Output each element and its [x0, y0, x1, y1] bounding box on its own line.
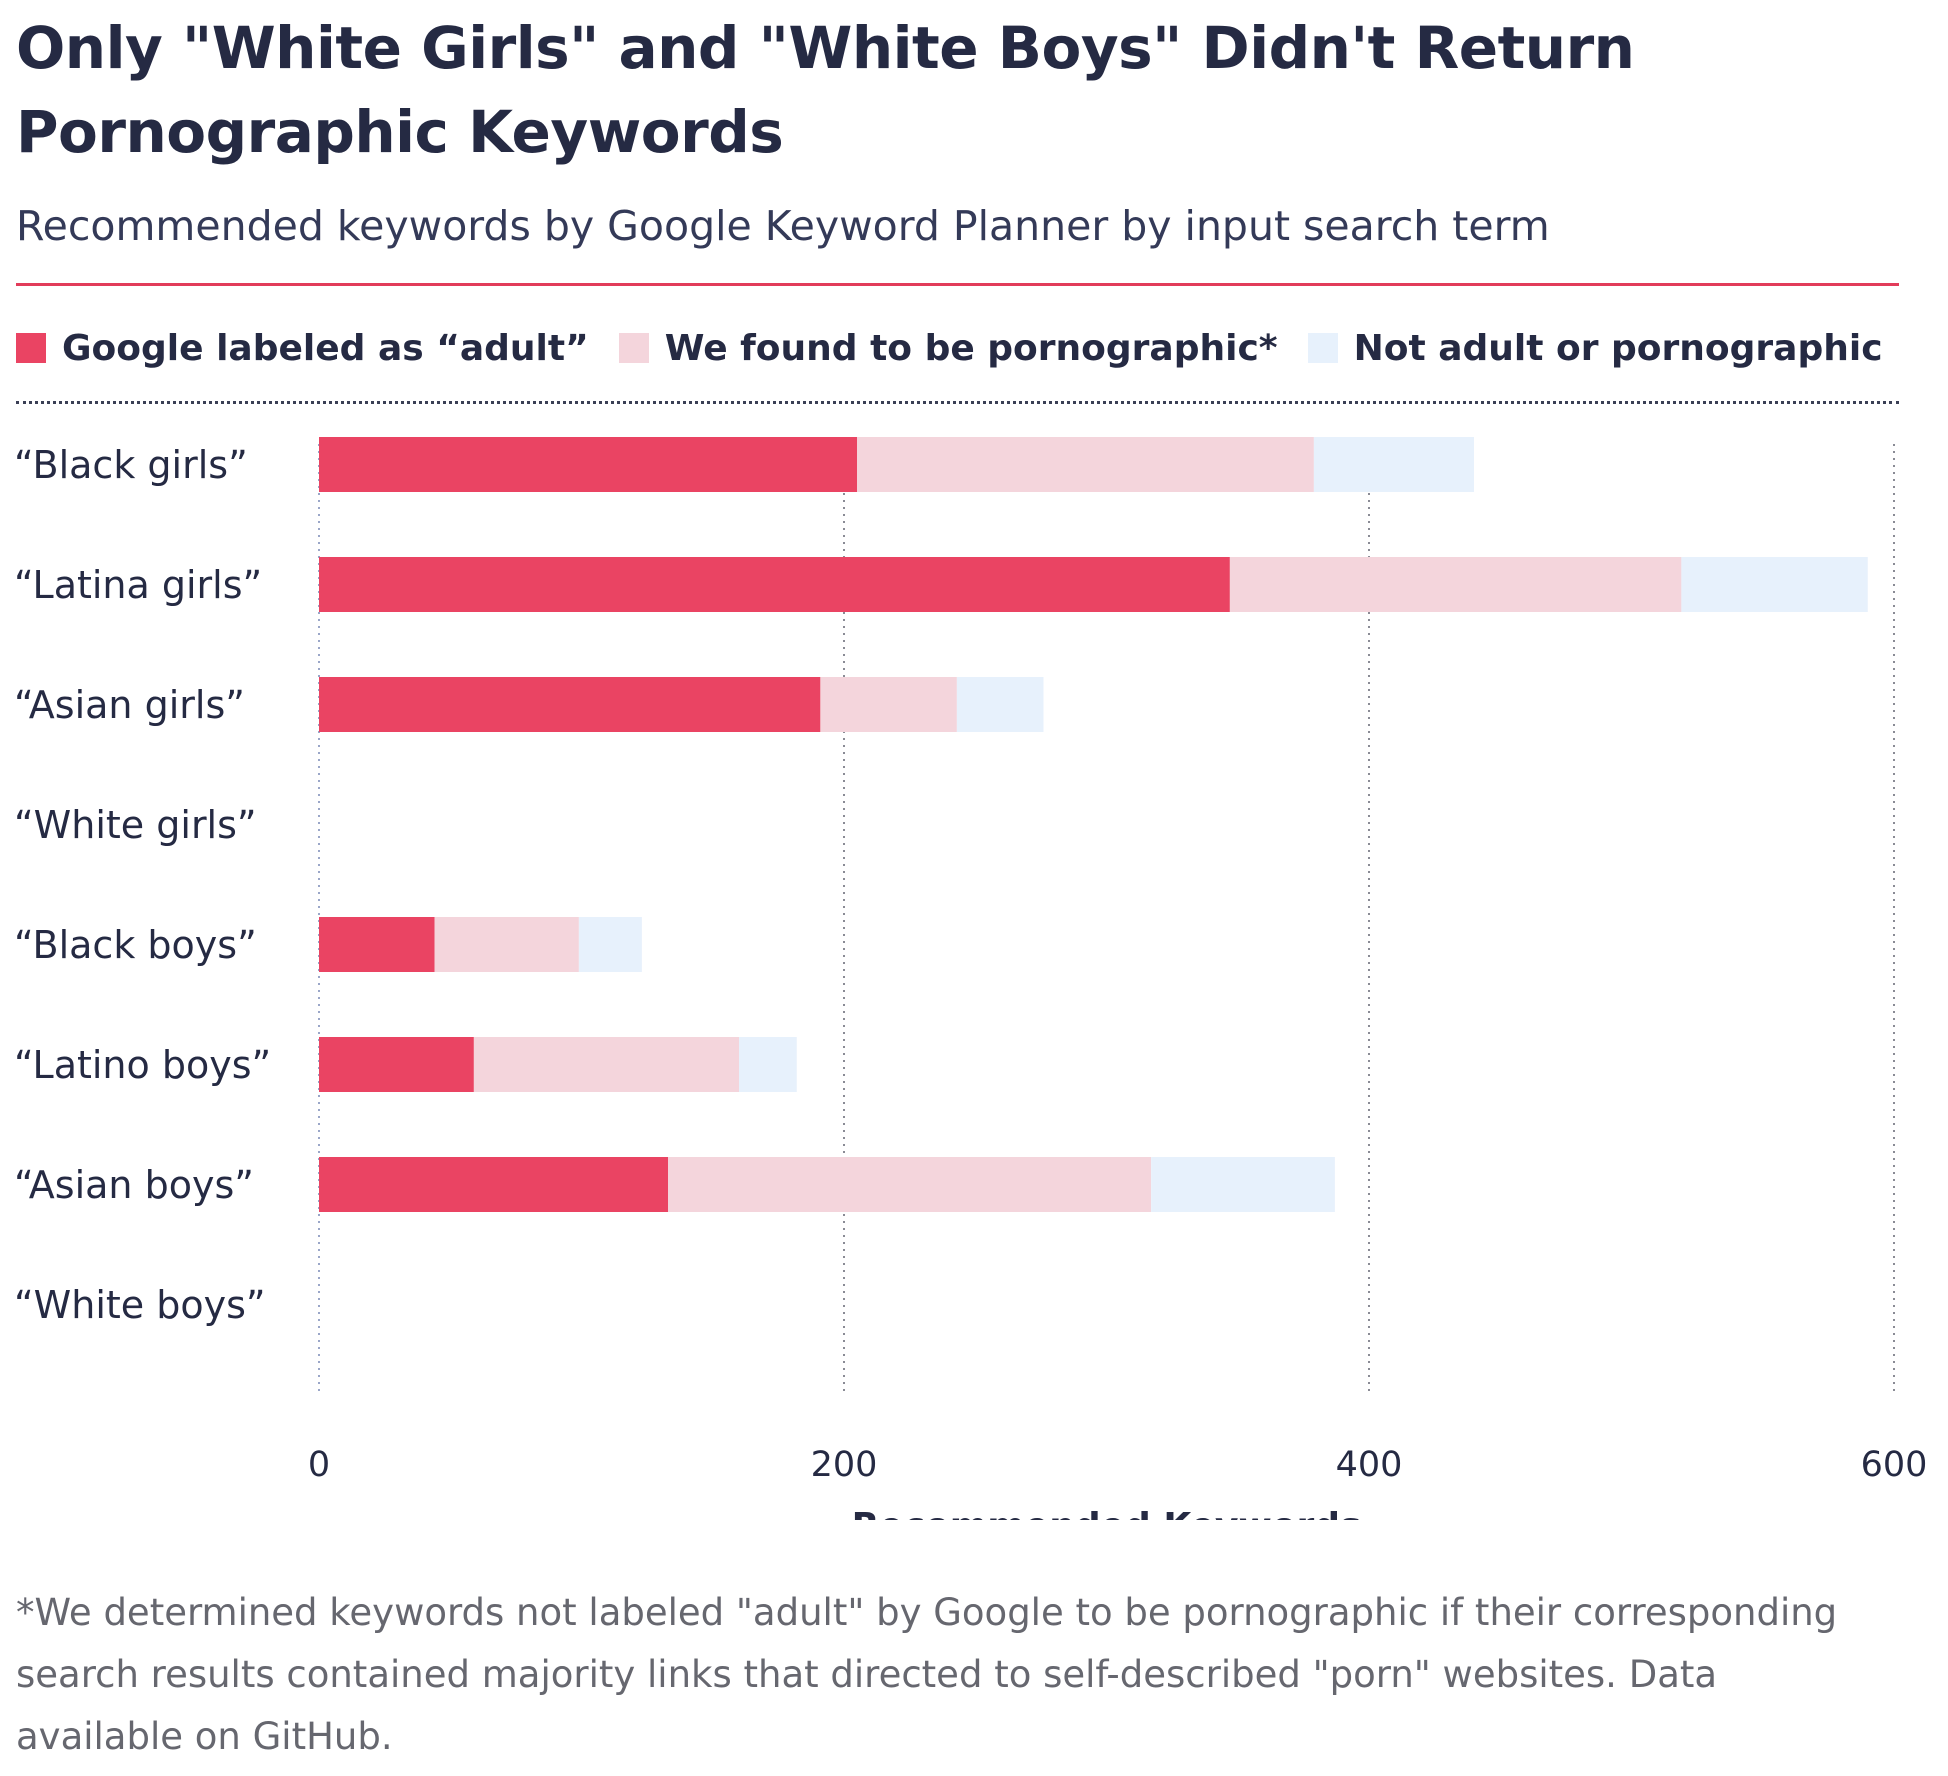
x-tick-400: 400	[1336, 1445, 1403, 1485]
bar-3-series-3	[956, 677, 1044, 732]
category-label-1: “Black girls”	[14, 443, 248, 487]
bar-7-series-3	[1151, 1157, 1335, 1212]
category-label-7: “Asian boys”	[14, 1163, 254, 1207]
legend: Google labeled as “adult” We found to be…	[16, 320, 1913, 376]
legend-label-pornographic: We found to be pornographic*	[664, 327, 1278, 369]
header-divider	[16, 283, 1899, 286]
category-label-3: “Asian girls”	[14, 683, 245, 727]
bar-1-series-3	[1313, 437, 1474, 492]
legend-item-not-adult: Not adult or pornographic	[1307, 327, 1883, 369]
bar-3-series-2	[820, 677, 957, 732]
legend-divider	[16, 401, 1899, 404]
bar-5-series-2	[434, 917, 579, 972]
footnote: *We determined keywords not labeled "adu…	[16, 1591, 1838, 1758]
bar-5-series-1	[319, 917, 435, 972]
category-label-5: “Black boys”	[14, 923, 257, 967]
bar-6-series-1	[319, 1037, 474, 1092]
bar-2-series-2	[1229, 557, 1682, 612]
chart-subtitle: Recommended keywords by Google Keyword P…	[16, 202, 1550, 250]
bar-6-series-3	[739, 1037, 797, 1092]
legend-label-adult: Google labeled as “adult”	[62, 327, 589, 369]
x-tick-200: 200	[811, 1445, 878, 1485]
chart-title: Only "White Girls" and "White Boys" Didn…	[16, 14, 1635, 166]
x-tick-0: 0	[308, 1445, 330, 1485]
legend-swatch-adult	[16, 333, 46, 363]
x-tick-labels: 0 200 400 600	[308, 1445, 1928, 1485]
bar-1-series-1	[319, 437, 858, 492]
bar-2-series-3	[1681, 557, 1868, 612]
bar-6-series-2	[473, 1037, 739, 1092]
legend-item-pornographic: We found to be pornographic*	[618, 327, 1278, 369]
category-label-2: “Latina girls”	[14, 563, 262, 607]
bar-3-series-1	[319, 677, 821, 732]
bar-7-series-1	[319, 1157, 669, 1212]
bar-1-series-2	[857, 437, 1314, 492]
category-label-4: “White girls”	[14, 803, 257, 847]
legend-item-adult: Google labeled as “adult”	[16, 328, 589, 369]
bars	[319, 437, 1868, 1212]
bar-7-series-2	[668, 1157, 1152, 1212]
bar-2-series-1	[319, 557, 1230, 612]
category-label-8: “White boys”	[14, 1283, 266, 1327]
bar-5-series-3	[578, 917, 642, 972]
category-label-6: “Latino boys”	[14, 1043, 271, 1087]
stacked-bar-chart: “Black girls” “Latina girls” “Asian girls”…	[14, 437, 1928, 1520]
x-axis-label: Recommended Keywords	[852, 1506, 1362, 1520]
category-labels: “Black girls” “Latina girls” “Asian girls”…	[14, 443, 271, 1327]
legend-swatch-not-adult	[1307, 333, 1338, 363]
x-tick-600: 600	[1861, 1445, 1928, 1485]
legend-swatch-pornographic	[618, 333, 649, 363]
legend-label-not-adult: Not adult or pornographic	[1353, 327, 1883, 369]
